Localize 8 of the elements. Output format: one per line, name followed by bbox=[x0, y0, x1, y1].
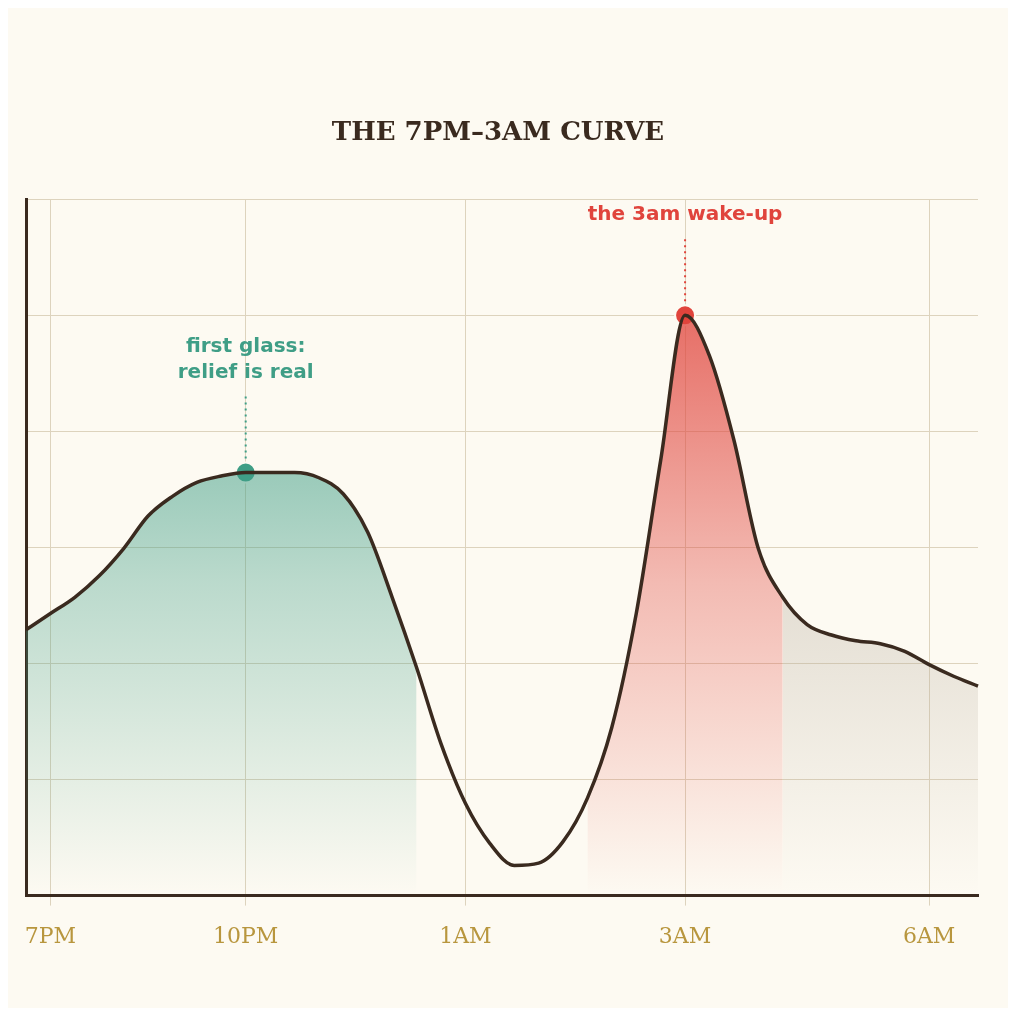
x-tick-label: 3AM bbox=[658, 922, 712, 948]
annotation: first glass: relief is real bbox=[177, 332, 314, 383]
x-tick-label: 7PM bbox=[24, 922, 77, 948]
annotation: the 3am wake-up bbox=[587, 201, 783, 226]
chart-title: THE 7PM–3AM CURVE bbox=[331, 116, 665, 147]
x-tick-label: 6AM bbox=[902, 922, 956, 948]
x-tick-label: 10PM bbox=[213, 922, 279, 948]
x-tick-label: 1AM bbox=[439, 922, 492, 948]
